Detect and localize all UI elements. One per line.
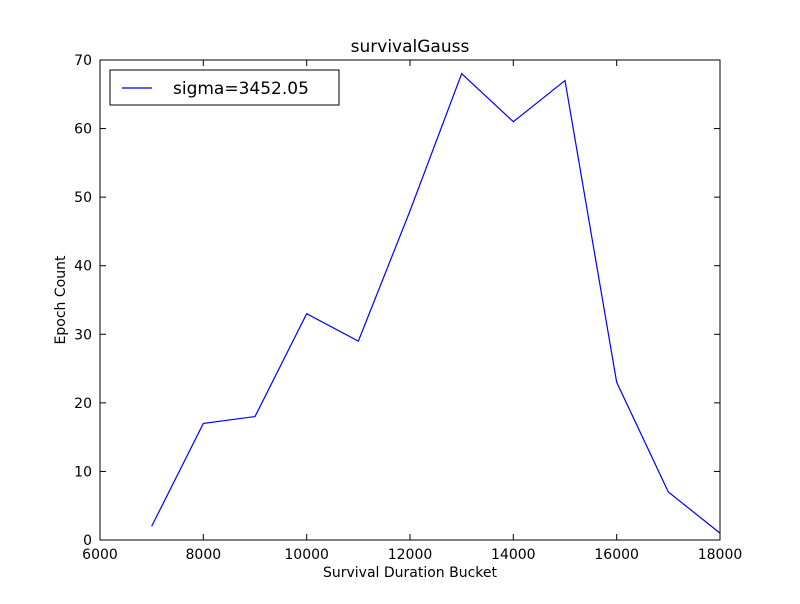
series-line-0 bbox=[151, 72, 721, 534]
y-tick-label: 0 bbox=[83, 533, 92, 549]
plot-frame bbox=[99, 59, 721, 541]
x-tick-label: 16000 bbox=[594, 547, 639, 563]
y-tick-label: 30 bbox=[74, 327, 92, 343]
x-axis-label: Survival Duration Bucket bbox=[323, 565, 498, 581]
y-tick-label: 50 bbox=[74, 190, 92, 206]
ticks-layer: 6000 8000 10000 12000 14000 16000 18000 0 10 20 30… bbox=[74, 53, 742, 563]
x-tick-label: 8000 bbox=[186, 547, 222, 563]
y-tick-label: 20 bbox=[74, 396, 92, 412]
chart-title: survivalGauss bbox=[351, 37, 470, 57]
y-axis-label: Epoch Count bbox=[53, 255, 69, 344]
y-tick-label: 10 bbox=[74, 464, 92, 480]
x-tick-label: 10000 bbox=[284, 547, 329, 563]
x-tick-label: 18000 bbox=[698, 547, 743, 563]
x-tick-label: 12000 bbox=[388, 547, 433, 563]
legend: sigma=3452.05 bbox=[109, 69, 340, 106]
y-tick-label: 40 bbox=[74, 259, 92, 275]
y-tick-label: 60 bbox=[74, 122, 92, 138]
series-layer bbox=[151, 72, 721, 534]
y-tick-label: 70 bbox=[74, 53, 92, 69]
legend-label: sigma=3452.05 bbox=[173, 79, 309, 99]
x-tick-label: 14000 bbox=[491, 547, 536, 563]
x-tick-label: 6000 bbox=[82, 547, 118, 563]
